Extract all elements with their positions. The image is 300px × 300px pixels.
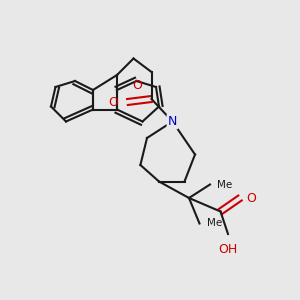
Text: N: N <box>168 115 177 128</box>
Text: O: O <box>246 191 256 205</box>
Text: Me: Me <box>207 218 222 229</box>
Text: O: O <box>109 95 118 109</box>
Text: O: O <box>133 79 142 92</box>
Text: OH: OH <box>218 243 238 256</box>
Text: Me: Me <box>218 179 233 190</box>
